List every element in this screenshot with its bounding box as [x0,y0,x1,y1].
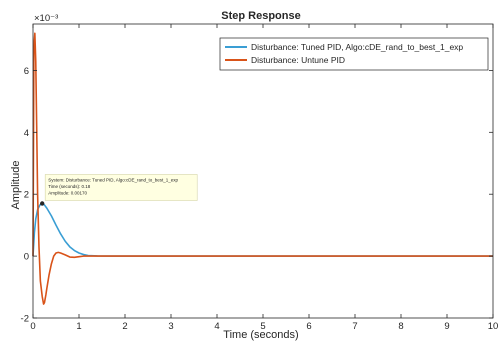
x-tick-label: 10 [488,321,498,332]
x-tick-label: 3 [168,321,173,332]
legend-entry-1[interactable]: Disturbance: Tuned PID, Algo:cDE_rand_to… [251,42,463,52]
x-tick-label: 6 [306,321,311,332]
chart-title: Step Response [221,10,300,22]
series-line-2 [32,32,493,305]
y-tick-label: 0 [24,252,29,263]
x-tick-label: 2 [122,321,127,332]
y-tick-label: 2 [24,190,29,201]
y-tick-label: 6 [24,66,29,77]
x-tick-label: 7 [352,321,357,332]
x-tick-label: 1 [76,321,81,332]
x-axis-label: Time (seconds) [223,329,298,341]
y-axis-label: Amplitude [10,161,22,210]
x-tick-label: 9 [444,321,449,332]
x-tick-label: 4 [214,321,219,332]
data-tip[interactable]: System: Disturbance: Tuned PID, Algo:cDE… [44,174,198,201]
data-tip-marker[interactable] [40,201,45,206]
data-tip-line: Amplitude: 0.00170 [48,190,87,195]
x-tick-label: 0 [30,321,35,332]
legend-box [219,37,489,71]
data-tip-box [44,174,198,201]
y-tick-label: 4 [24,128,29,139]
data-tip-line: System: Disturbance: Tuned PID, Algo:cDE… [48,177,178,182]
x-tick-label: 5 [260,321,265,332]
data-tip-line: Time (seconds): 0.18 [48,184,91,189]
y-exponent-label: ×10⁻³ [34,13,58,24]
legend-entry-2[interactable]: Disturbance: Untune PID [251,55,345,65]
plot-area [33,24,493,318]
x-tick-label: 8 [398,321,403,332]
y-tick-label: -2 [21,314,29,325]
